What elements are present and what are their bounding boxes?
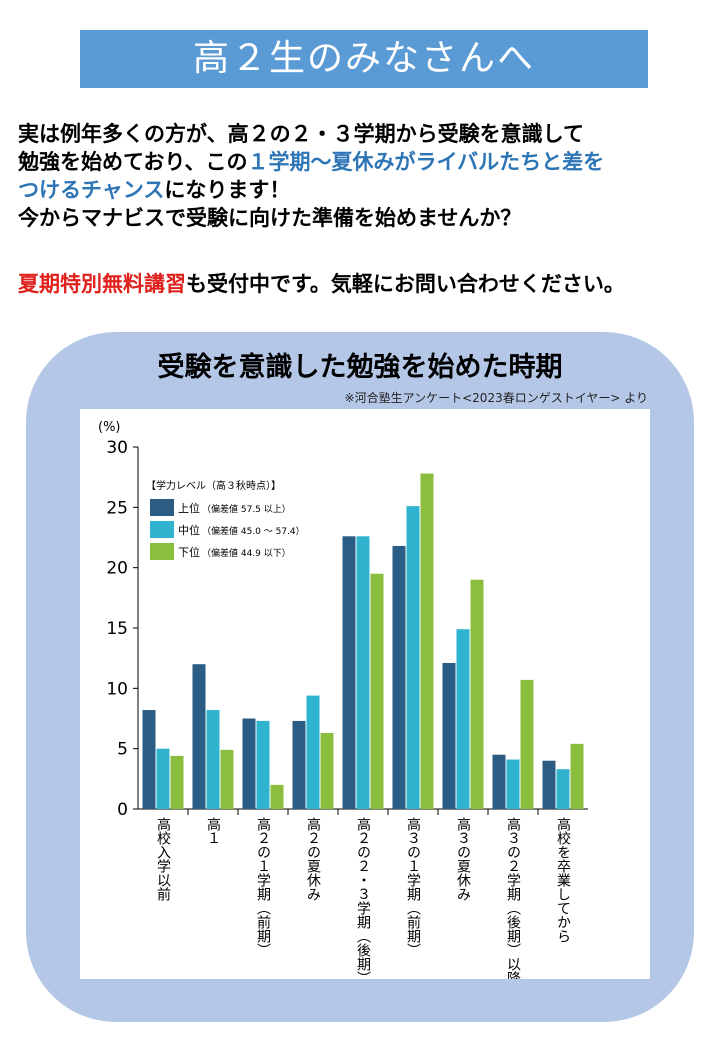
bar-chart: (%) 0 5 10 15 20 25 30 高校入学以前 高１ 高２の１学期（前期） 高２の夏休み 高… [98,420,588,985]
notice-highlight: 夏期特別無料講習 [18,272,186,296]
intro-line-2a: 勉強を始めており、この [18,150,248,174]
x-tick-label: 高３の夏休み [455,816,471,901]
bar [406,506,420,809]
bar [156,748,170,809]
bar [520,679,534,809]
bar [556,769,570,809]
bar [570,743,584,809]
bar [270,784,284,809]
y-tick-label: 30 [106,438,128,458]
y-tick-label: 20 [106,559,128,579]
y-axis-label: (%) [98,420,121,435]
bar [356,536,370,809]
x-tick-label: 高２の夏休み [305,816,321,901]
bar [392,545,406,809]
chart-title: 受験を意識した勉強を始めた時期 [157,352,563,383]
chart-source: ※河合塾生アンケート<2023春ロンゲストイヤー> より [344,391,648,405]
x-tick-label: 高２の１学期（前期） [255,816,271,957]
intro-line-1: 実は例年多くの方が、高２の２・３学期から受験を意識して [18,122,584,146]
bar [192,664,206,809]
bar [320,732,334,809]
bar [256,720,270,809]
bar [542,760,556,809]
page-banner: 高２生のみなさんへ [80,30,648,88]
legend-swatch [150,543,174,560]
x-tick-label: 高３の１学期（前期） [405,816,421,957]
intro-highlight-period: １学期〜夏休みがライバルたちと差を [247,150,605,174]
x-tick-label: 高２の２・３学期（後期） [355,816,371,979]
intro-highlight-chance: つけるチャンス [18,178,165,202]
x-tick-label: 高校を卒業してから [555,816,571,943]
bar [170,755,184,809]
x-tick-label: 高３の２学期（後期）以降 [505,816,521,979]
y-tick-label: 10 [106,679,128,699]
y-tick-label: 5 [117,740,128,760]
intro-line-3: つけるチャンスになります！ [18,176,718,204]
bar [370,573,384,809]
intro-line-4: 今からマナビスで受験に向けた準備を始めませんか？ [18,206,522,230]
legend-swatch [150,521,174,538]
x-tick-label: 高校入学以前 [155,816,171,902]
legend-label: 下位 [178,545,200,559]
notice-rest: も受付中です。気軽にお問い合わせください。 [186,272,625,296]
legend-title: 【学力レベル（高３秋時点）】 [146,479,281,492]
bar [206,710,220,809]
bar [492,754,506,809]
legend-label: 中位 [178,523,200,537]
bar [442,662,456,809]
bar [306,695,320,809]
legend-detail: （偏差値 57.5 以上） [202,503,291,515]
y-tick-label: 15 [106,619,128,639]
intro-line-2: 勉強を始めており、この１学期〜夏休みがライバルたちと差を [18,148,718,176]
legend-label: 上位 [178,501,200,515]
legend-detail: （偏差値 44.9 以下） [202,547,291,559]
bar [456,629,470,809]
y-tick-label: 25 [106,498,128,518]
bar [420,473,434,809]
bar [470,579,484,809]
bar [242,718,256,809]
notice-text: 夏期特別無料講習も受付中です。気軽にお問い合わせください。 [18,268,718,298]
bar [142,710,156,809]
intro-line-3b: になります！ [164,178,291,202]
bar [342,536,356,809]
y-tick-label: 0 [117,800,128,820]
intro-text: 実は例年多くの方が、高２の２・３学期から受験を意識して 勉強を始めており、この１… [18,120,718,232]
legend-swatch [150,499,174,516]
bar [506,759,520,809]
bar [292,720,306,809]
x-tick-label: 高１ [205,816,221,845]
bar [220,749,234,809]
chart-card: (%) 0 5 10 15 20 25 30 高校入学以前 高１ 高２の１学期（前期） 高２の夏休み 高… [80,409,650,985]
legend-detail: （偏差値 45.0 〜 57.4） [202,525,305,537]
